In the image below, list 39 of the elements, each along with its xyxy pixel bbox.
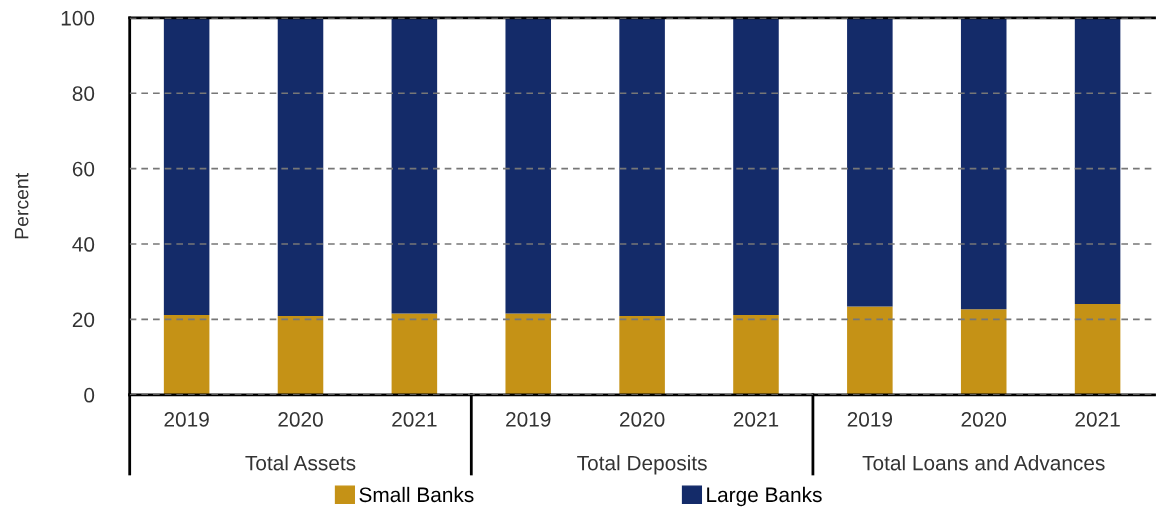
x-tick-label: 2021 [392,412,437,427]
bar [277,316,324,395]
x-tick-label: 2019 [164,412,209,427]
legend-label: Large Banks [707,486,822,507]
bar [391,17,438,314]
y-tick-label: 40 [72,237,95,252]
bar [1074,303,1121,395]
text: Total Deposits [577,455,707,475]
y-tick-label: 100 [61,10,95,26]
bar [619,316,665,395]
text: Total Assets [245,455,356,471]
bar [847,306,893,395]
bar [733,314,779,395]
bar [277,17,324,317]
y-tick-label: 20 [72,312,95,328]
bar [391,313,438,395]
y-tick-label: 60 [72,161,95,177]
bar [163,314,210,395]
bar [1074,17,1121,304]
y-tick-label: 0 [84,387,95,403]
y-tick-label: 80 [72,86,95,101]
bar [619,17,665,317]
bar [733,17,779,315]
legend-label: Small Banks [359,486,474,503]
bar [847,17,893,307]
bar [505,313,552,395]
bar [960,309,1007,395]
text: Total Loans and Advances [862,455,1105,471]
y-axis-title: Percent [14,172,29,239]
bar [960,17,1007,310]
bar [505,17,552,314]
x-tick-label: 2020 [619,412,665,427]
x-tick-label: 2019 [847,412,893,427]
x-tick-label: 2019 [506,412,551,427]
x-tick-label: 2020 [961,412,1007,427]
bar [163,17,210,315]
x-tick-label: 2021 [1075,412,1120,427]
x-tick-label: 2020 [278,412,323,427]
x-tick-label: 2021 [733,412,779,427]
